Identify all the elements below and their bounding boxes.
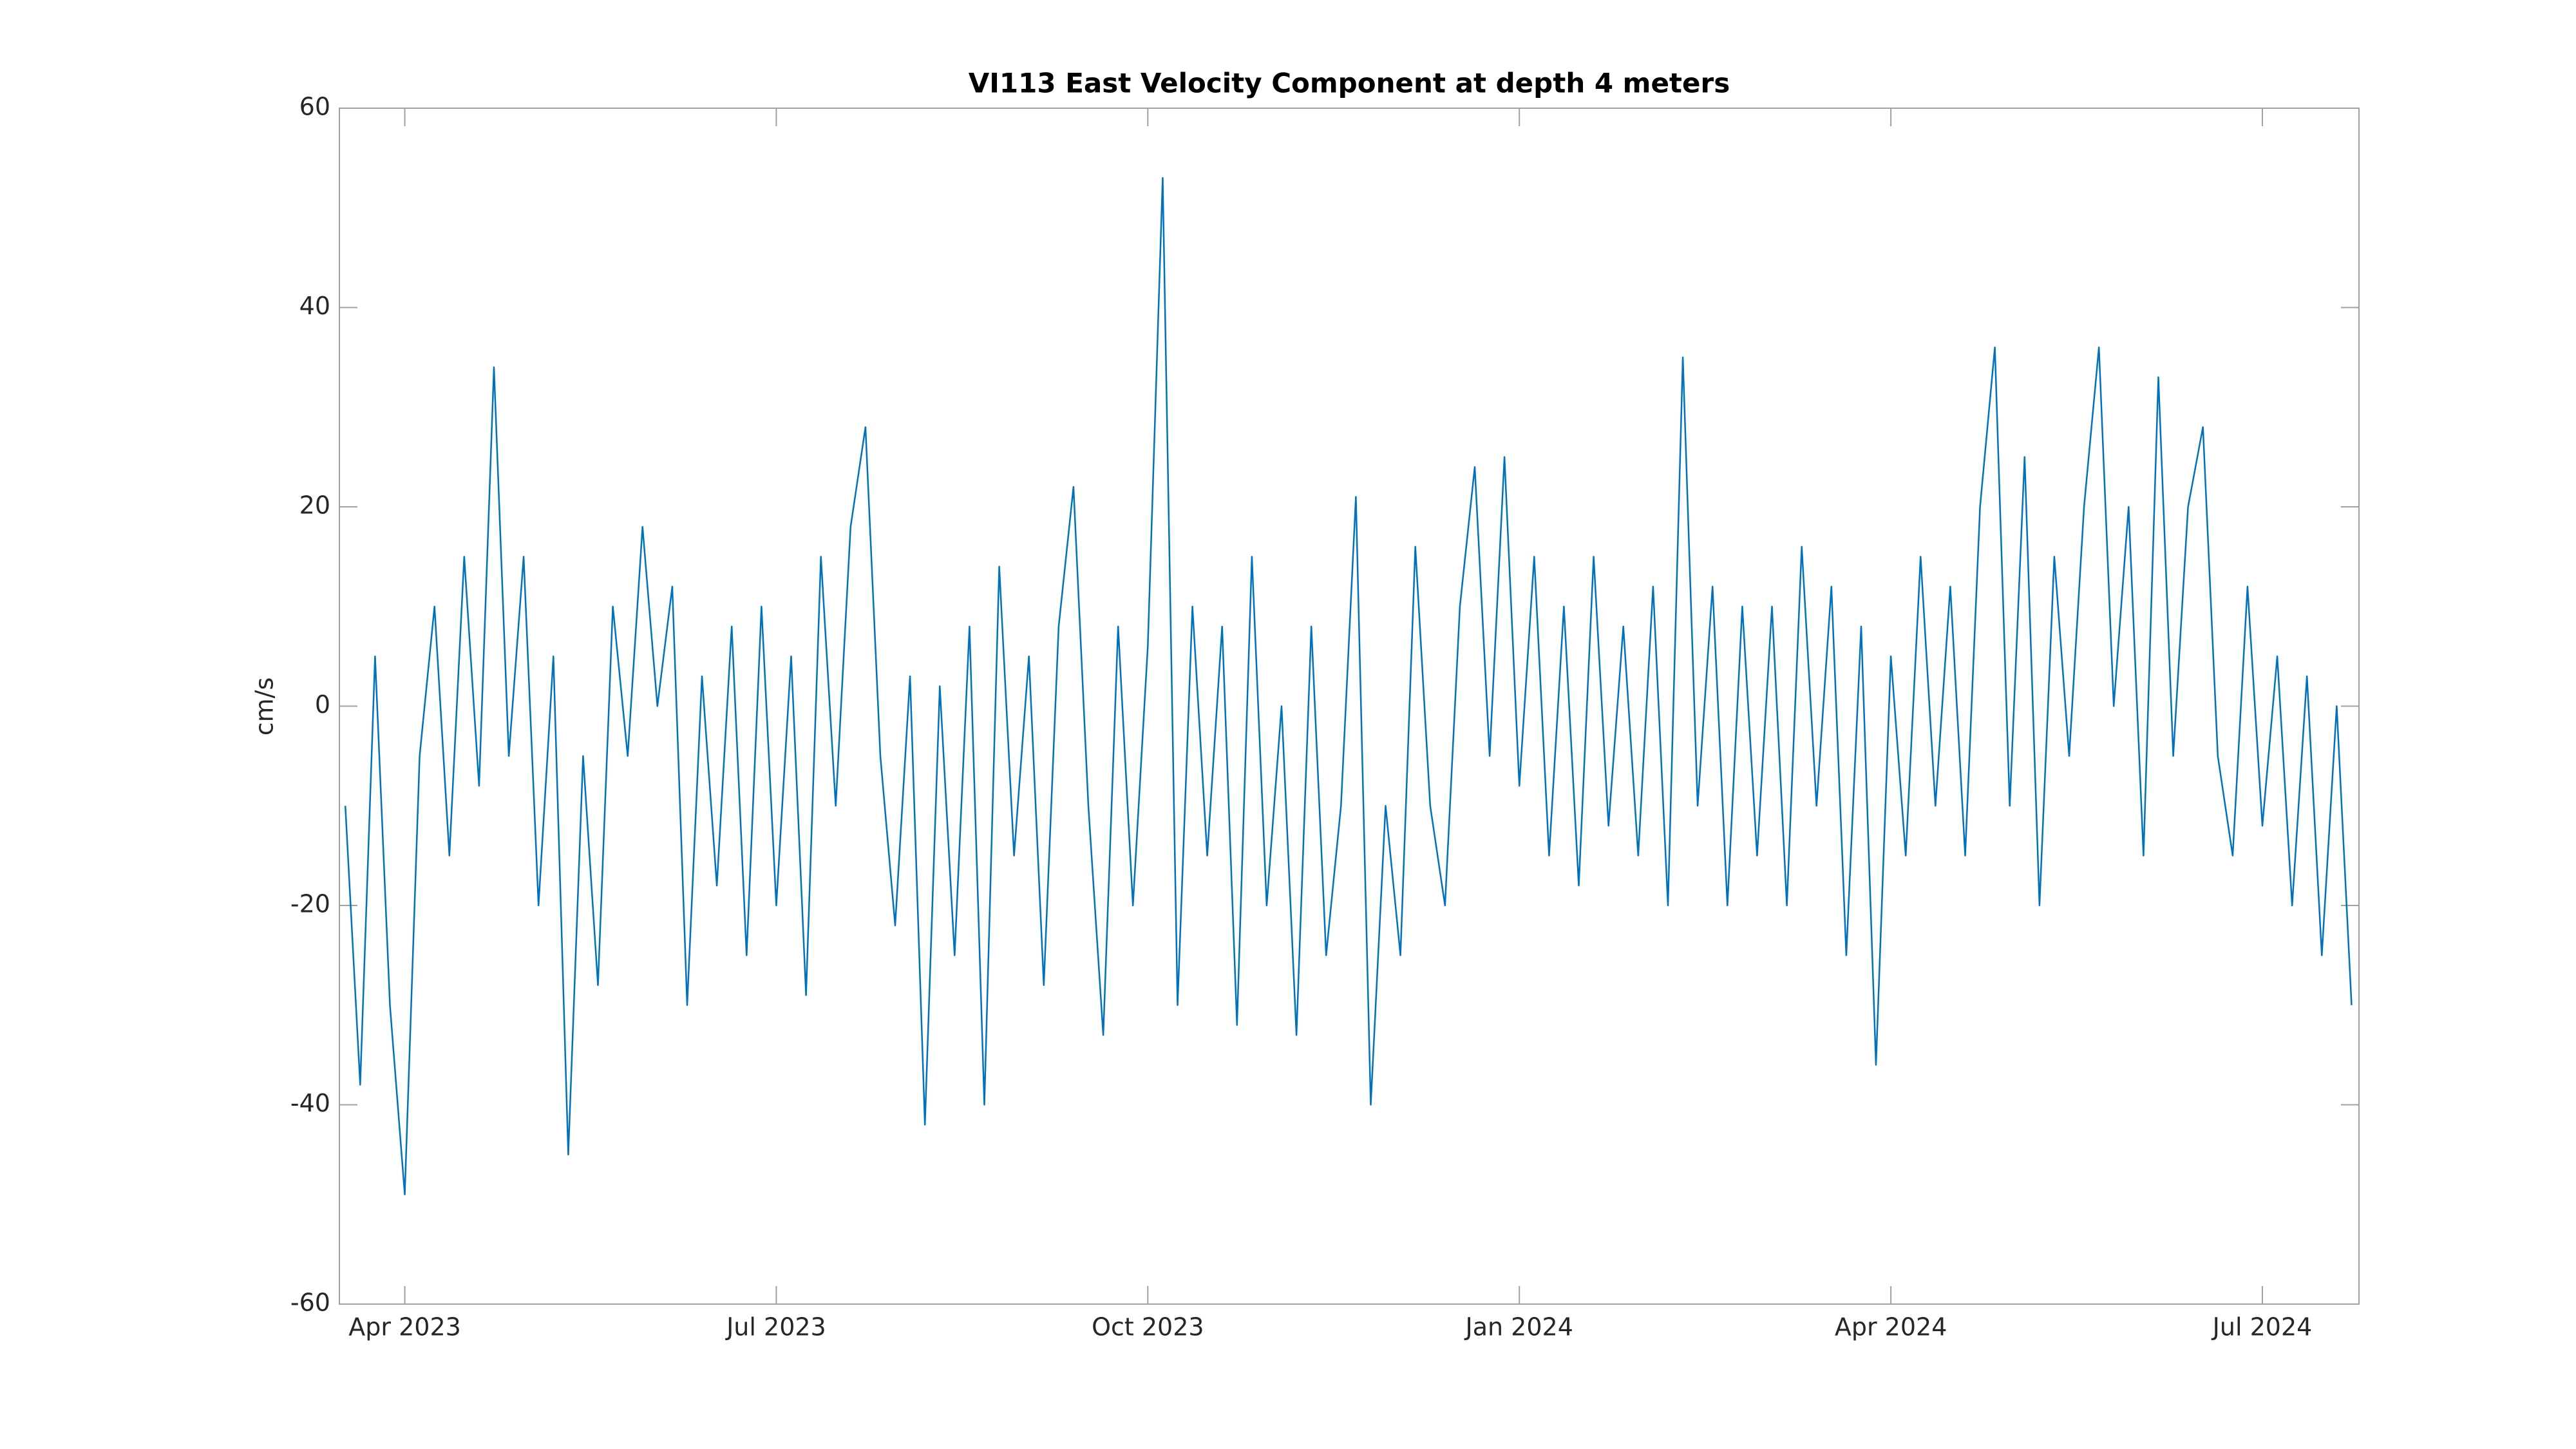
y-tick-label: 60 — [299, 93, 330, 121]
x-tick-label: Jul 2024 — [2211, 1313, 2313, 1341]
x-tick-label: Jul 2023 — [725, 1313, 826, 1341]
y-tick-label: 0 — [315, 690, 330, 719]
y-tick-label: 20 — [299, 491, 330, 520]
y-tick-label: -60 — [290, 1289, 330, 1317]
y-tick-label: 40 — [299, 292, 330, 320]
y-tick-label: -20 — [290, 890, 330, 918]
x-tick-label: Apr 2023 — [348, 1313, 461, 1341]
x-tick-label: Jan 2024 — [1464, 1313, 1573, 1341]
data-line — [344, 177, 2353, 1196]
y-tick-label: -40 — [290, 1089, 330, 1117]
x-tick-label: Apr 2024 — [1835, 1313, 1947, 1341]
chart-title: VI113 East Velocity Component at depth 4… — [969, 68, 1730, 99]
x-tick-label: Oct 2023 — [1092, 1313, 1204, 1341]
plot-box — [339, 108, 2360, 1305]
y-axis-label: cm/s — [251, 677, 279, 736]
